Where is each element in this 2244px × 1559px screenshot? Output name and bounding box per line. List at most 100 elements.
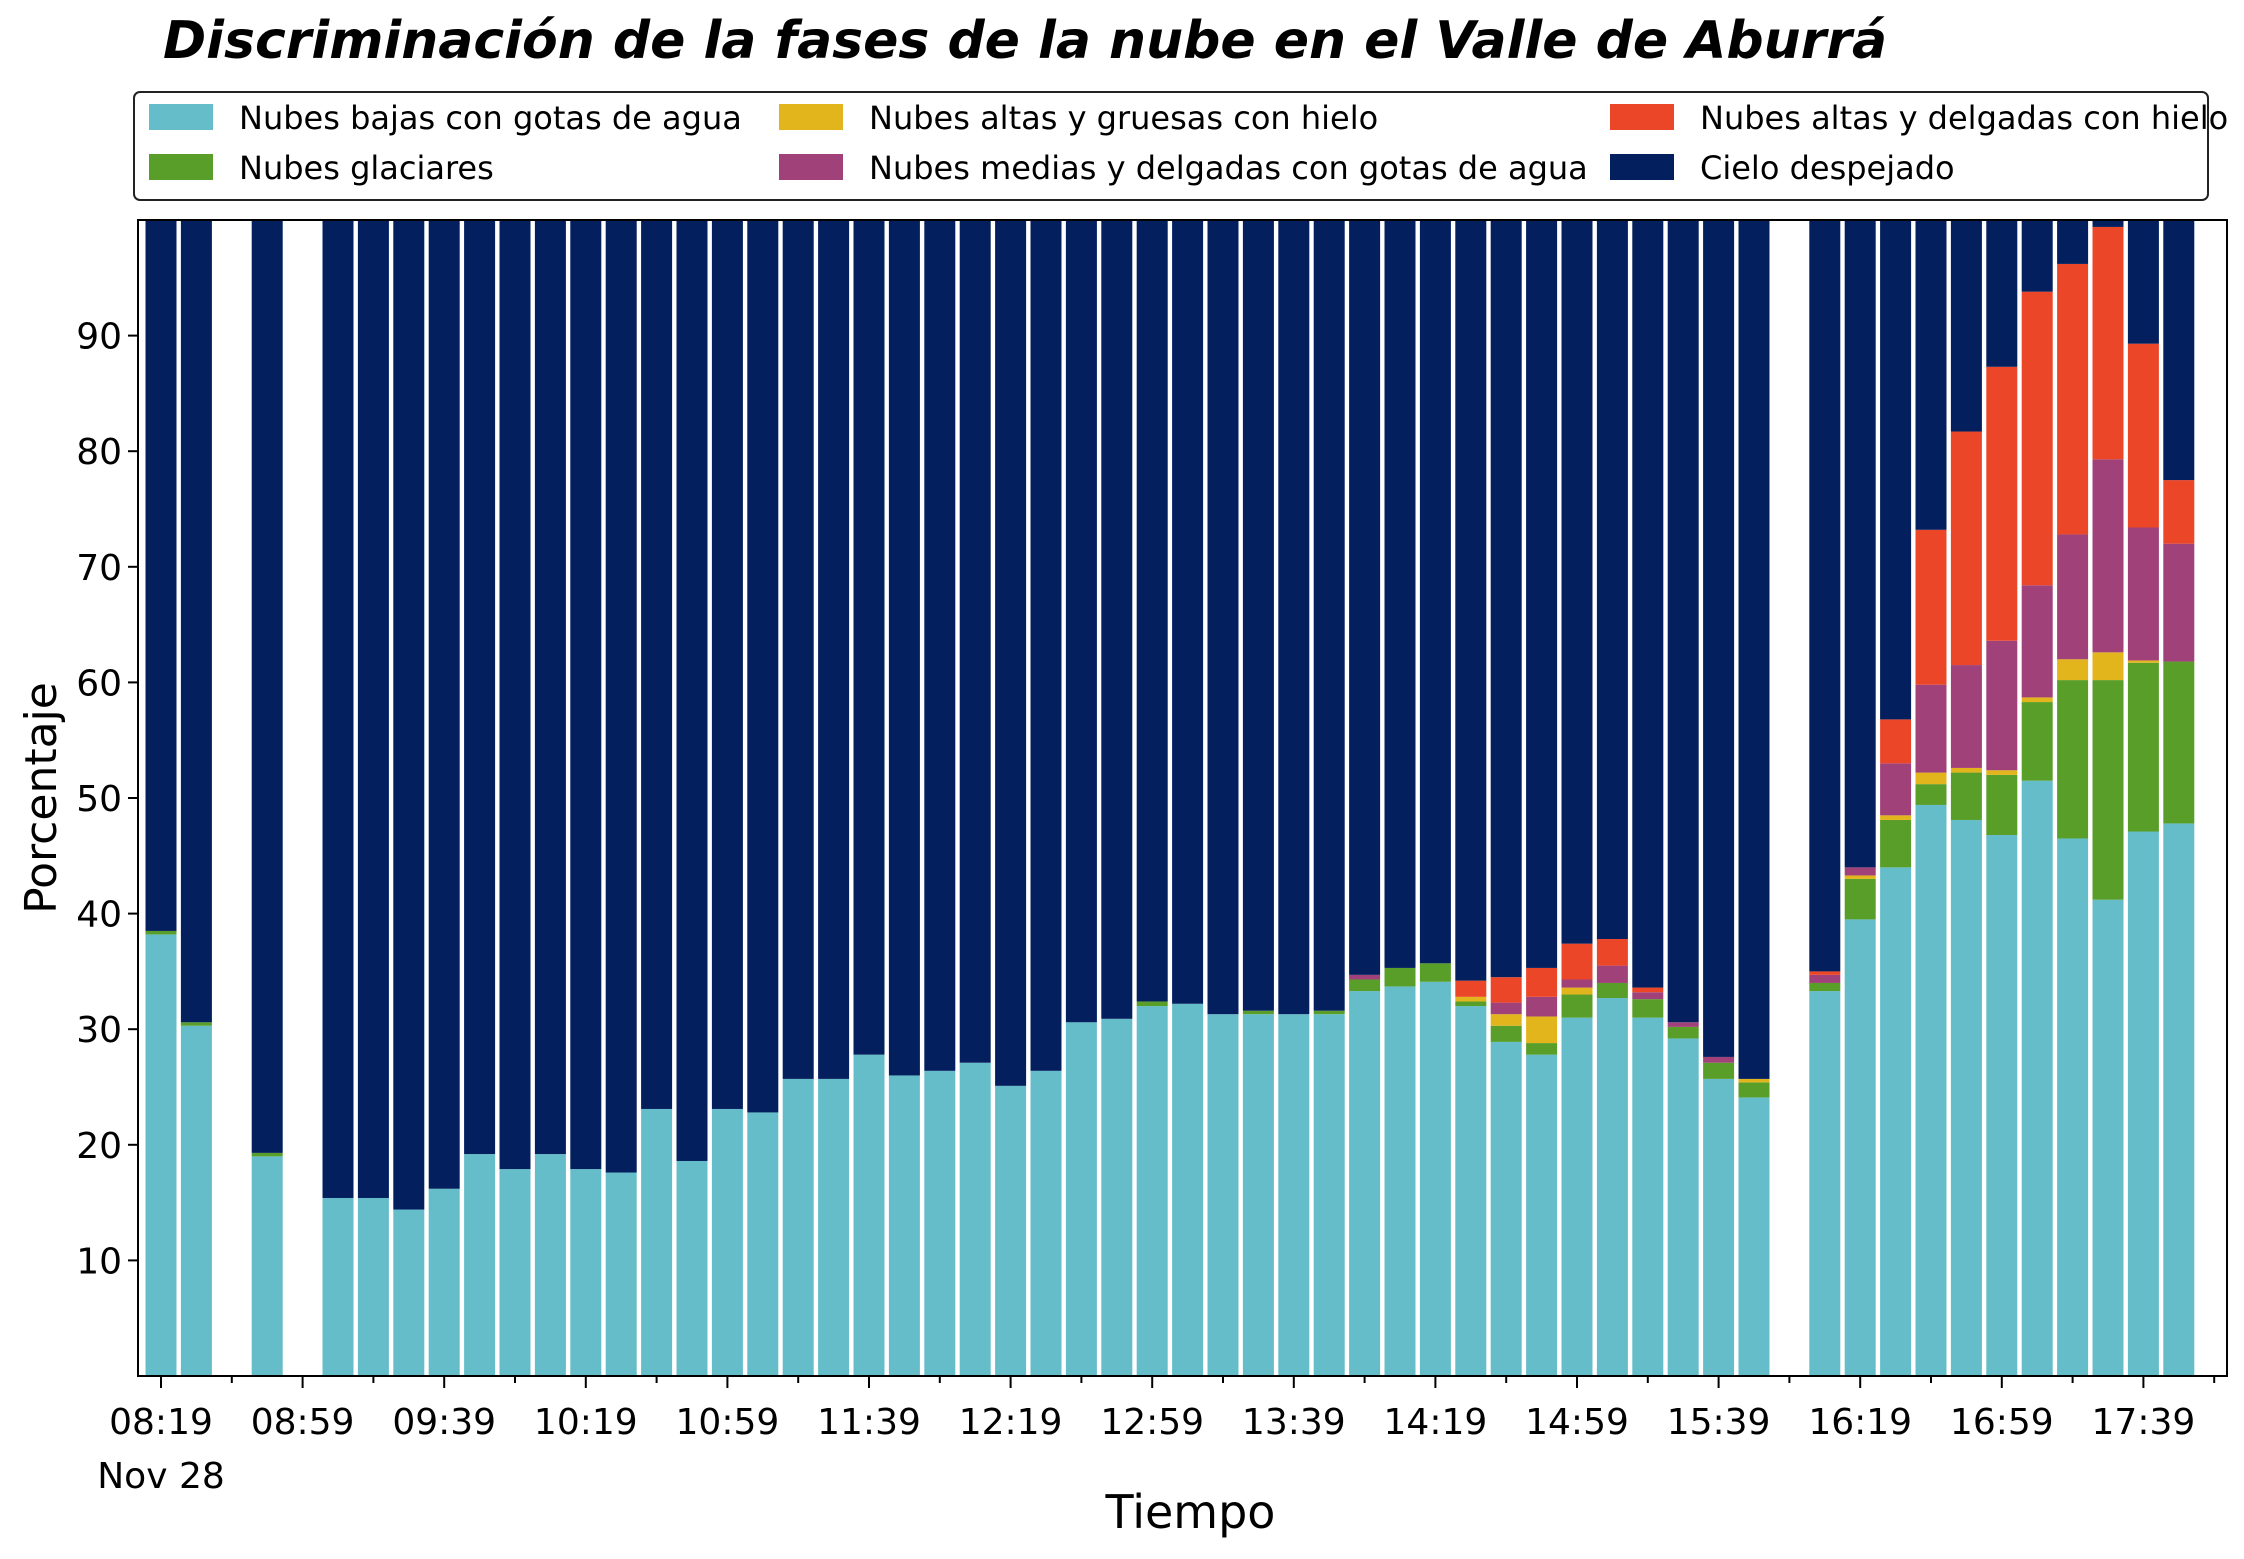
bar-segment-nubes-glaciares	[1844, 878, 1876, 920]
bar-segment-nubes-bajas-con-gotas-de-agua	[818, 1078, 850, 1376]
bar-segment-nubes-bajas-con-gotas-de-agua	[995, 1085, 1027, 1376]
x-tick-label: 16:59	[1950, 1402, 2054, 1443]
x-axis-label: Tiempo	[1105, 1485, 1276, 1539]
bar-segment-nubes-glaciares	[1986, 774, 2018, 835]
bar-segment-nubes-bajas-con-gotas-de-agua	[1313, 1014, 1345, 1376]
bar-segment-nubes-altas-y-delgadas-con-hielo	[1526, 967, 1558, 997]
bar-segment-nubes-altas-y-delgadas-con-hielo	[1986, 366, 2018, 641]
bar-segment-nubes-glaciares	[1419, 963, 1451, 982]
legend-label-nubes-medias-y-delgadas-con-gotas-de-agua: Nubes medias y delgadas con gotas de agu…	[869, 149, 1588, 187]
bar-segment-cielo-despejado	[180, 220, 212, 1023]
bar-segment-nubes-bajas-con-gotas-de-agua	[322, 1197, 354, 1376]
bar-segment-nubes-altas-y-delgadas-con-hielo	[2057, 263, 2089, 535]
bars-group	[145, 220, 2195, 1376]
y-tick-label: 10	[76, 1241, 122, 1282]
bar-segment-nubes-bajas-con-gotas-de-agua	[1384, 986, 1416, 1376]
bar-segment-cielo-despejado	[676, 220, 708, 1161]
bar-segment-nubes-altas-y-delgadas-con-hielo	[1490, 977, 1522, 1003]
bar-segment-nubes-altas-y-gruesas-con-hielo	[2021, 697, 2053, 703]
bar-segment-cielo-despejado	[853, 220, 885, 1055]
x-date-label: Nov 28	[97, 1456, 225, 1497]
bar-segment-nubes-medias-y-delgadas-con-gotas-de-agua	[1809, 974, 1841, 983]
bar-segment-cielo-despejado	[888, 220, 920, 1076]
bar-segment-nubes-medias-y-delgadas-con-gotas-de-agua	[1526, 996, 1558, 1017]
bar-segment-nubes-bajas-con-gotas-de-agua	[534, 1154, 566, 1376]
bar-segment-nubes-bajas-con-gotas-de-agua	[676, 1160, 708, 1376]
bar-segment-nubes-altas-y-delgadas-con-hielo	[2021, 291, 2053, 586]
bar-segment-nubes-bajas-con-gotas-de-agua	[959, 1062, 991, 1376]
bar-segment-cielo-despejado	[1242, 220, 1274, 1011]
bar-segment-nubes-medias-y-delgadas-con-gotas-de-agua	[1632, 992, 1664, 1000]
legend-label-nubes-altas-y-delgadas-con-hielo: Nubes altas y delgadas con hielo	[1700, 99, 2228, 137]
bar-segment-nubes-glaciares	[1384, 967, 1416, 987]
bar-segment-nubes-altas-y-gruesas-con-hielo	[2092, 652, 2124, 681]
bar-segment-nubes-altas-y-gruesas-con-hielo	[1490, 1014, 1522, 1026]
bar-segment-nubes-glaciares	[2057, 680, 2089, 839]
bar-segment-nubes-altas-y-gruesas-con-hielo	[1844, 875, 1876, 879]
bar-segment-cielo-despejado	[1384, 220, 1416, 968]
bar-segment-cielo-despejado	[1030, 220, 1062, 1071]
x-tick-label: 14:59	[1525, 1402, 1629, 1443]
y-tick-label: 40	[76, 895, 122, 936]
bar-segment-nubes-bajas-con-gotas-de-agua	[711, 1108, 743, 1376]
bar-segment-cielo-despejado	[1101, 220, 1133, 1019]
bar-segment-nubes-bajas-con-gotas-de-agua	[1455, 1006, 1487, 1376]
bar-segment-nubes-bajas-con-gotas-de-agua	[1596, 997, 1628, 1376]
bar-segment-nubes-bajas-con-gotas-de-agua	[251, 1156, 283, 1376]
bar-segment-cielo-despejado	[1136, 220, 1168, 1002]
bar-segment-nubes-bajas-con-gotas-de-agua	[888, 1075, 920, 1376]
chart-title: Discriminación de la fases de la nube en…	[163, 11, 1887, 71]
bar-segment-nubes-bajas-con-gotas-de-agua	[1172, 1003, 1204, 1376]
y-tick-label: 60	[76, 663, 122, 704]
bar-segment-cielo-despejado	[2163, 220, 2195, 481]
bar-segment-nubes-glaciares	[1561, 994, 1593, 1018]
bar-segment-nubes-bajas-con-gotas-de-agua	[1242, 1014, 1274, 1376]
bar-segment-nubes-bajas-con-gotas-de-agua	[1278, 1014, 1310, 1376]
bar-segment-nubes-glaciares	[1490, 1025, 1522, 1042]
bar-segment-nubes-bajas-con-gotas-de-agua	[2092, 899, 2124, 1376]
legend-label-nubes-glaciares: Nubes glaciares	[239, 149, 494, 187]
legend-swatch-nubes-altas-y-delgadas-con-hielo	[1610, 104, 1674, 130]
bar-segment-nubes-bajas-con-gotas-de-agua	[180, 1025, 212, 1376]
bar-segment-nubes-glaciares	[1596, 982, 1628, 998]
x-tick-label: 14:19	[1384, 1402, 1488, 1443]
bar-segment-nubes-altas-y-delgadas-con-hielo	[1596, 939, 1628, 966]
bar-segment-nubes-glaciares	[1703, 1062, 1735, 1079]
bar-segment-cielo-despejado	[499, 220, 531, 1170]
bar-segment-nubes-altas-y-delgadas-con-hielo	[1455, 980, 1487, 997]
legend: Nubes bajas con gotas de agua Nubes glaci…	[133, 91, 2228, 201]
x-tick-label: 17:39	[2092, 1402, 2196, 1443]
bar-segment-nubes-bajas-con-gotas-de-agua	[782, 1078, 814, 1376]
y-tick-label: 20	[76, 1126, 122, 1167]
x-tick-label: 11:39	[817, 1402, 921, 1443]
bar-segment-nubes-medias-y-delgadas-con-gotas-de-agua	[2127, 527, 2159, 661]
bar-segment-nubes-altas-y-delgadas-con-hielo	[1880, 719, 1912, 764]
bar-segment-nubes-altas-y-delgadas-con-hielo	[1561, 943, 1593, 980]
legend-label-cielo-despejado: Cielo despejado	[1700, 149, 1955, 187]
bar-segment-cielo-despejado	[1455, 220, 1487, 981]
bar-segment-nubes-glaciares	[1915, 784, 1947, 805]
axes-group: 10 20 30 40 50 60 70 80 90 08:19 08:59 09:39 10:19 10…	[76, 317, 2216, 1497]
bar-segment-nubes-altas-y-gruesas-con-hielo	[1738, 1078, 1770, 1083]
x-tick-label: 12:19	[959, 1402, 1063, 1443]
bar-segment-nubes-bajas-con-gotas-de-agua	[1136, 1006, 1168, 1376]
bar-segment-nubes-bajas-con-gotas-de-agua	[1738, 1097, 1770, 1376]
bar-segment-cielo-despejado	[1703, 220, 1735, 1057]
bar-segment-nubes-glaciares	[1526, 1043, 1558, 1055]
bar-segment-cielo-despejado	[1490, 220, 1522, 978]
legend-label-nubes-bajas-con-gotas-de-agua: Nubes bajas con gotas de agua	[239, 99, 742, 137]
bar-segment-nubes-altas-y-gruesas-con-hielo	[2057, 659, 2089, 681]
bar-segment-nubes-medias-y-delgadas-con-gotas-de-agua	[2021, 585, 2053, 698]
bar-segment-nubes-bajas-con-gotas-de-agua	[464, 1154, 496, 1376]
bar-segment-nubes-glaciares	[1313, 1010, 1345, 1015]
bar-segment-nubes-bajas-con-gotas-de-agua	[1526, 1054, 1558, 1376]
legend-swatch-cielo-despejado	[1610, 154, 1674, 180]
bar-segment-cielo-despejado	[534, 220, 566, 1155]
bar-segment-cielo-despejado	[1950, 220, 1982, 432]
bar-segment-nubes-altas-y-delgadas-con-hielo	[1950, 431, 1982, 666]
legend-swatch-nubes-medias-y-delgadas-con-gotas-de-agua	[779, 154, 843, 180]
bar-segment-nubes-bajas-con-gotas-de-agua	[1207, 1014, 1239, 1376]
bar-segment-nubes-bajas-con-gotas-de-agua	[1667, 1038, 1699, 1376]
bar-segment-nubes-glaciares	[2127, 662, 2159, 832]
